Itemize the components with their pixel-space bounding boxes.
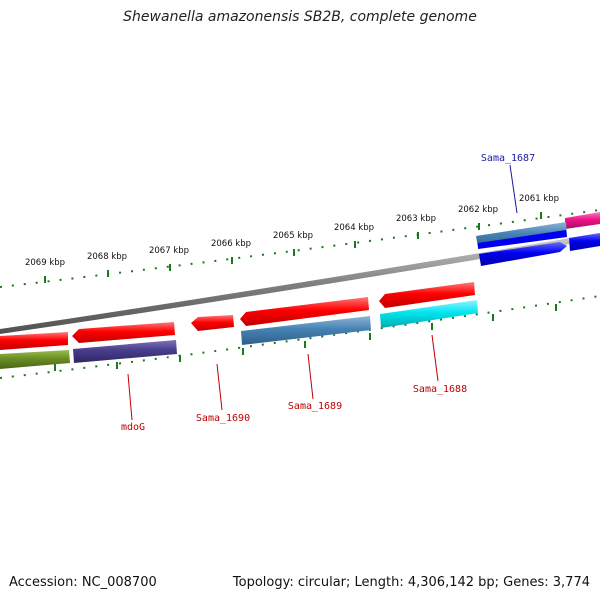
inner-tick-ring (0, 295, 600, 379)
gene-label-sama-1690[interactable]: Sama_1690 (196, 413, 250, 424)
gene-label-mdog[interactable]: mdoG (121, 422, 145, 433)
gene-arrow[interactable] (240, 297, 369, 326)
label-leaders (127, 164, 518, 421)
gene-arrow[interactable] (565, 212, 600, 229)
gene-arrow-navy[interactable] (73, 340, 177, 363)
gene-arrow-blue[interactable] (569, 233, 600, 251)
major-ticks (44, 212, 542, 283)
tick-label: 2065 kbp (273, 231, 313, 241)
tick-label: 2064 kbp (334, 223, 374, 233)
tick-label: 2062 kbp (458, 205, 498, 215)
map-title: Shewanella amazonensis SB2B, complete ge… (123, 9, 477, 25)
gene-label-sama-1688[interactable]: Sama_1688 (413, 384, 467, 395)
gene-arrow-blue[interactable] (478, 230, 567, 249)
topology-text: Topology: circular; Length: 4,306,142 bp… (232, 575, 590, 590)
accession-text: Accession: NC_008700 (9, 575, 157, 590)
tick-label: 2061 kbp (519, 194, 559, 204)
tick-label: 2068 kbp (87, 252, 127, 262)
tick-label: 2067 kbp (149, 246, 189, 256)
gene-arrow[interactable] (379, 282, 475, 308)
gene-arrow-blue[interactable] (479, 242, 567, 266)
outer-tick-ring (0, 209, 600, 288)
gene-arrow[interactable] (72, 322, 175, 343)
gene-label-sama-1687[interactable]: Sama_1687 (481, 153, 535, 164)
gene-arrow-olive[interactable] (0, 350, 70, 369)
upper-gene-track (476, 222, 600, 266)
tick-label: 2063 kbp (396, 214, 436, 224)
tick-label: 2069 kbp (25, 258, 65, 268)
genome-backbone (0, 233, 600, 334)
gene-labels: Sama_1687 mdoG Sama_1690 Sama_1689 Sama_… (121, 153, 535, 433)
gene-arrow-steelblue[interactable] (241, 316, 371, 345)
gene-label-sama-1689[interactable]: Sama_1689 (288, 401, 342, 412)
gene-arrow[interactable] (0, 332, 68, 350)
gene-arrow-cyan[interactable] (380, 300, 478, 328)
cog-gene-track (0, 300, 478, 369)
tick-labels: 2069 kbp 2068 kbp 2067 kbp 2066 kbp 2065… (25, 194, 559, 268)
forward-gene-track (0, 212, 600, 350)
tick-label: 2066 kbp (211, 239, 251, 249)
gene-arrow[interactable] (191, 315, 234, 331)
inner-major-ticks (54, 304, 557, 371)
